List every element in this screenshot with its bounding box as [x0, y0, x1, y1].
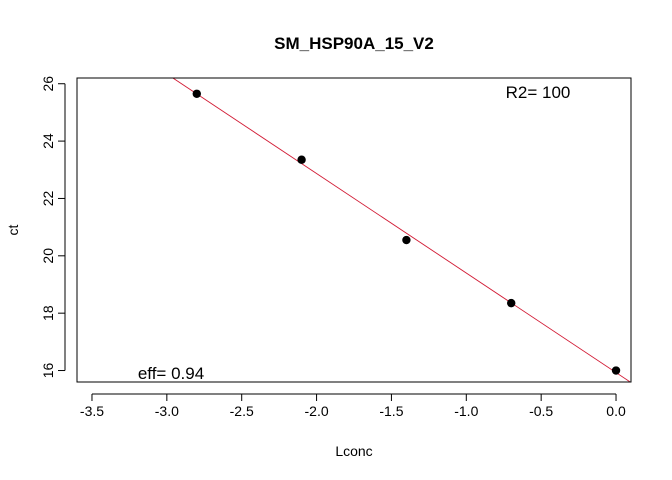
x-tick-label: -1.5	[379, 403, 403, 419]
x-axis-label: Lconc	[335, 443, 372, 459]
data-point-2	[297, 155, 306, 164]
y-axis: 16 18 20 22 24 26	[40, 76, 66, 379]
data-point-1	[192, 89, 201, 98]
x-tick-label: -3.5	[80, 403, 104, 419]
x-tick-label: 0.0	[606, 403, 626, 419]
y-tick-label: 16	[40, 363, 56, 379]
data-point-4	[507, 298, 516, 308]
chart-title: SM_HSP90A_15_V2	[274, 34, 434, 53]
x-tick-label: -3.0	[155, 403, 179, 419]
plot-area	[76, 77, 632, 383]
y-tick-label: 20	[40, 248, 56, 264]
regression-line	[172, 78, 631, 382]
x-tick-label: -1.0	[454, 403, 478, 419]
data-point-3	[402, 235, 411, 245]
plot-frame	[76, 77, 632, 383]
x-tick-label: -2.0	[305, 403, 329, 419]
y-tick-label: 24	[40, 133, 56, 149]
y-tick-label: 26	[40, 76, 56, 92]
x-tick-label: -2.5	[230, 403, 254, 419]
x-axis: -3.5 -3.0 -2.5 -2.0 -1.5 -1.0 -0.5 0.0	[80, 393, 626, 419]
y-axis-label: ct	[5, 224, 21, 235]
efficiency-annotation: eff= 0.94	[138, 364, 204, 383]
x-tick-label: -0.5	[529, 403, 553, 419]
y-tick-label: 22	[40, 190, 56, 206]
data-point-5	[611, 366, 621, 375]
y-tick-label: 18	[40, 305, 56, 321]
r2-annotation: R2= 100	[506, 83, 571, 102]
